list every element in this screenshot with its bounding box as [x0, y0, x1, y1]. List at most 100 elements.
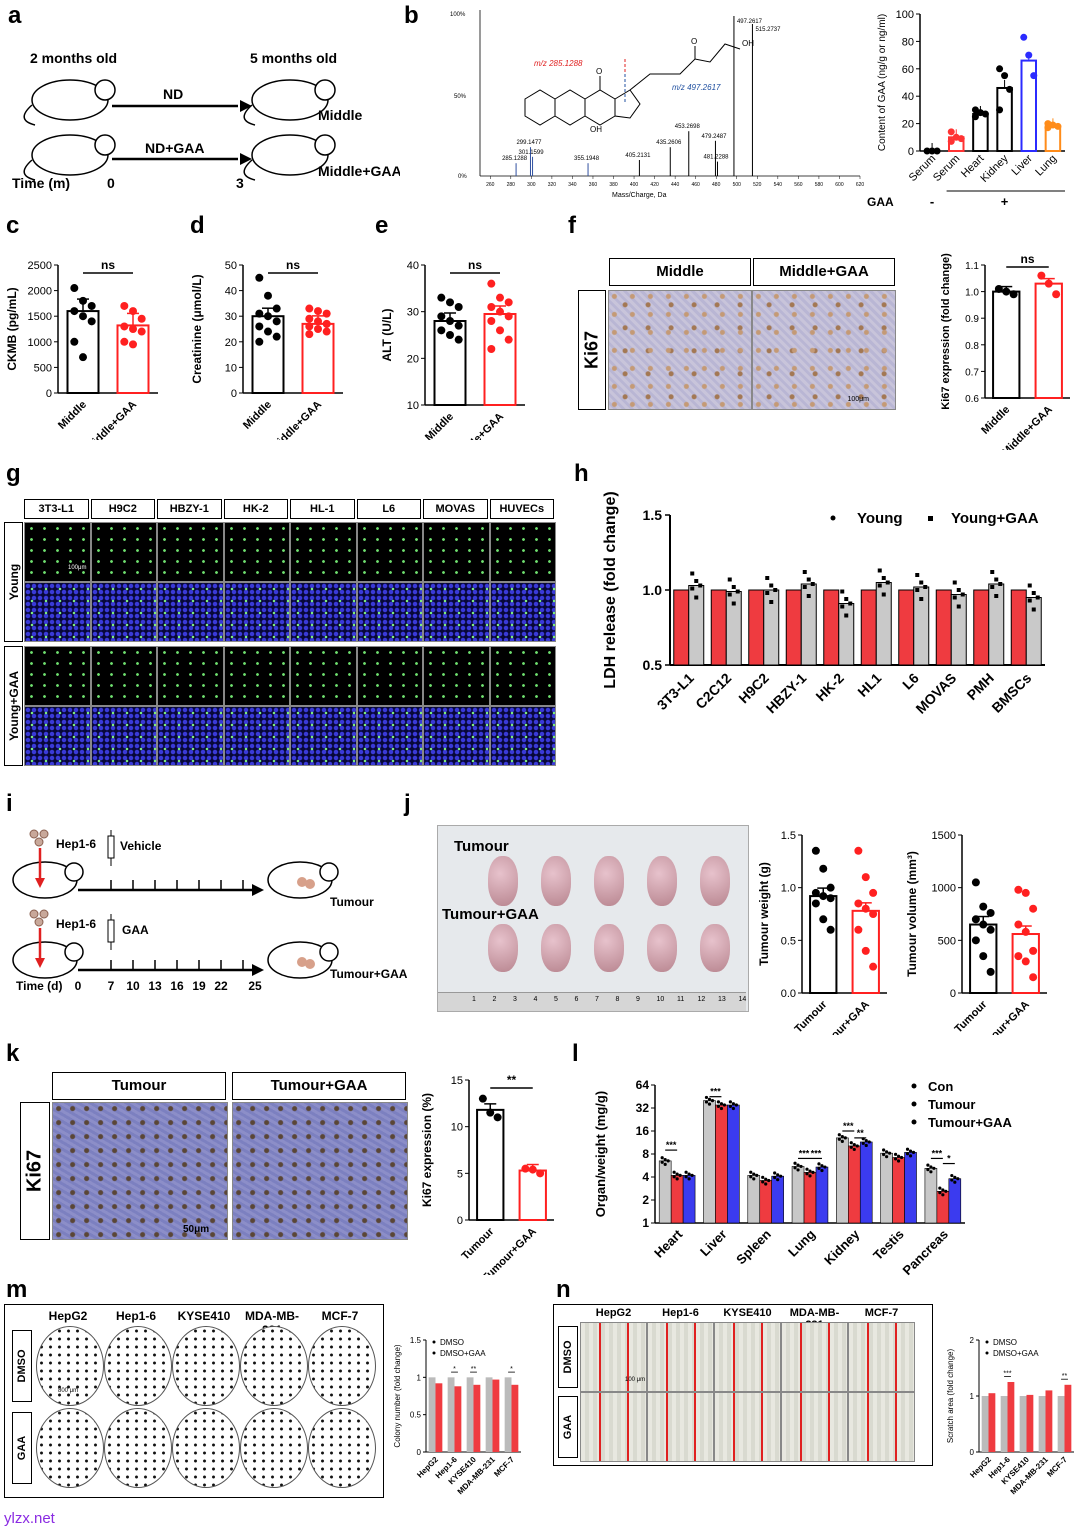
category-label: Spleen: [733, 1226, 774, 1267]
fluorescence-image: [157, 706, 224, 766]
cell-header-6: MOVAS: [423, 499, 488, 519]
data-point: [1030, 72, 1038, 80]
ihc-image-tumour-gaa: 50μm: [183, 1102, 408, 1240]
data-point: [1014, 885, 1023, 894]
legend-label: Tumour+GAA: [928, 1115, 1013, 1130]
data-point: [1052, 290, 1061, 299]
data-point: [881, 576, 886, 580]
data-point: [305, 304, 314, 313]
ms-peak-label: 497.2617: [737, 19, 763, 25]
data-point: [1020, 33, 1028, 41]
scratch-image: [848, 1322, 915, 1392]
scratch-image: [580, 1392, 647, 1462]
data-point: [840, 1139, 844, 1143]
data-point: [923, 585, 928, 589]
data-point: [87, 317, 96, 326]
tumour-specimen: [594, 924, 624, 972]
fluorescence-image: [90, 646, 157, 706]
significance-label: **: [1062, 1373, 1068, 1380]
mouse-icon: [12, 861, 84, 899]
data-point: [663, 1162, 667, 1166]
data-point: [952, 595, 957, 600]
data-point: [454, 303, 463, 311]
arrow-label-nd: ND: [163, 86, 183, 102]
wound-edge: [894, 1393, 897, 1461]
y-axis-label: Tumour weight (g): [757, 862, 771, 966]
wound-edge: [693, 1393, 696, 1461]
y-axis-label: LDH release (fold change): [602, 491, 619, 688]
arrow-head: [252, 964, 264, 976]
data-point: [752, 1177, 756, 1181]
ruler: 1 2 3 4 5 6 7 8 9 10 11 12 13 14: [438, 992, 746, 1011]
photo-label-tumour: Tumour: [454, 838, 509, 855]
data-point: [843, 1136, 847, 1140]
bar-dmso: [428, 1377, 436, 1452]
row-label-0: Young: [4, 522, 23, 642]
ms-peak-label: 299.1477: [516, 140, 542, 146]
significance-label: *: [510, 1366, 513, 1373]
tumour-specimen: [700, 856, 730, 906]
age-end: 5 months old: [250, 50, 337, 66]
data-point: [811, 846, 820, 855]
data-point: [716, 1100, 721, 1104]
data-point: [861, 873, 870, 882]
data-point: [849, 1145, 853, 1149]
data-point: [678, 1173, 682, 1177]
y-tick-label: 10: [225, 362, 237, 374]
structure-oh: OH: [742, 39, 754, 48]
data-point: [437, 293, 446, 302]
time-label: Time (m): [12, 175, 70, 191]
data-point: [952, 580, 957, 585]
data-point: [1021, 927, 1030, 936]
category-label: L6: [899, 670, 922, 693]
category-label: Kidney: [821, 1226, 863, 1268]
ruler-mark: 12: [697, 996, 706, 1003]
data-point: [752, 1172, 756, 1176]
gaa-label: GAA: [867, 195, 894, 209]
y-tick-label: 0: [457, 1215, 463, 1227]
category-label: HK-2: [812, 670, 847, 705]
bar-dmso: [447, 1377, 455, 1452]
bar-Tumour+GAA: [771, 1175, 784, 1224]
data-point: [255, 273, 264, 282]
bar-dmso-gaa: [473, 1384, 481, 1452]
y-axis-label: Tumour volume (mm³): [905, 851, 919, 977]
data-point: [806, 577, 811, 582]
cell-header-2: KYSE410: [723, 1307, 772, 1319]
panel-label-d: d: [190, 212, 205, 239]
data-point: [852, 1143, 856, 1147]
colony-dish: [172, 1408, 240, 1488]
data-point: [761, 1180, 765, 1184]
data-point: [731, 1102, 735, 1106]
panel-label-e: e: [375, 212, 389, 239]
data-point: [911, 1150, 916, 1154]
mouse-icon: [23, 134, 116, 181]
y-axis-label: ALT (U/L): [380, 308, 394, 361]
legend-marker: [911, 1119, 917, 1125]
fluorescence-image: [290, 522, 357, 582]
data-point: [793, 1161, 797, 1165]
data-point: [264, 312, 272, 321]
data-point: [953, 1175, 957, 1180]
y-tick-label: 1.0: [781, 883, 796, 895]
data-point: [932, 1166, 936, 1170]
data-point: [908, 1149, 913, 1153]
data-point: [855, 1144, 859, 1148]
day-label: 7: [108, 979, 115, 993]
tumour-photo: Tumour Tumour+GAA 1 2 3 4 5 6 7 8 9 10 11 12 13 14: [437, 825, 749, 1012]
bar-dmso-gaa: [511, 1384, 519, 1452]
bar-dmso-gaa: [1007, 1382, 1015, 1452]
y-axis-label: Ki67 expression (fold change): [940, 253, 952, 410]
legend-young-gaa: Young+GAA: [951, 510, 1039, 527]
data-point: [844, 613, 849, 618]
wound-edge: [760, 1323, 763, 1391]
y-tick-label: 1.0: [965, 288, 979, 299]
data-point: [905, 1152, 910, 1156]
data-point: [487, 303, 496, 311]
data-point: [899, 1155, 904, 1160]
data-point: [882, 1148, 886, 1152]
data-point: [478, 1094, 487, 1103]
data-point: [971, 878, 980, 887]
fluorescence-image: [24, 582, 91, 642]
